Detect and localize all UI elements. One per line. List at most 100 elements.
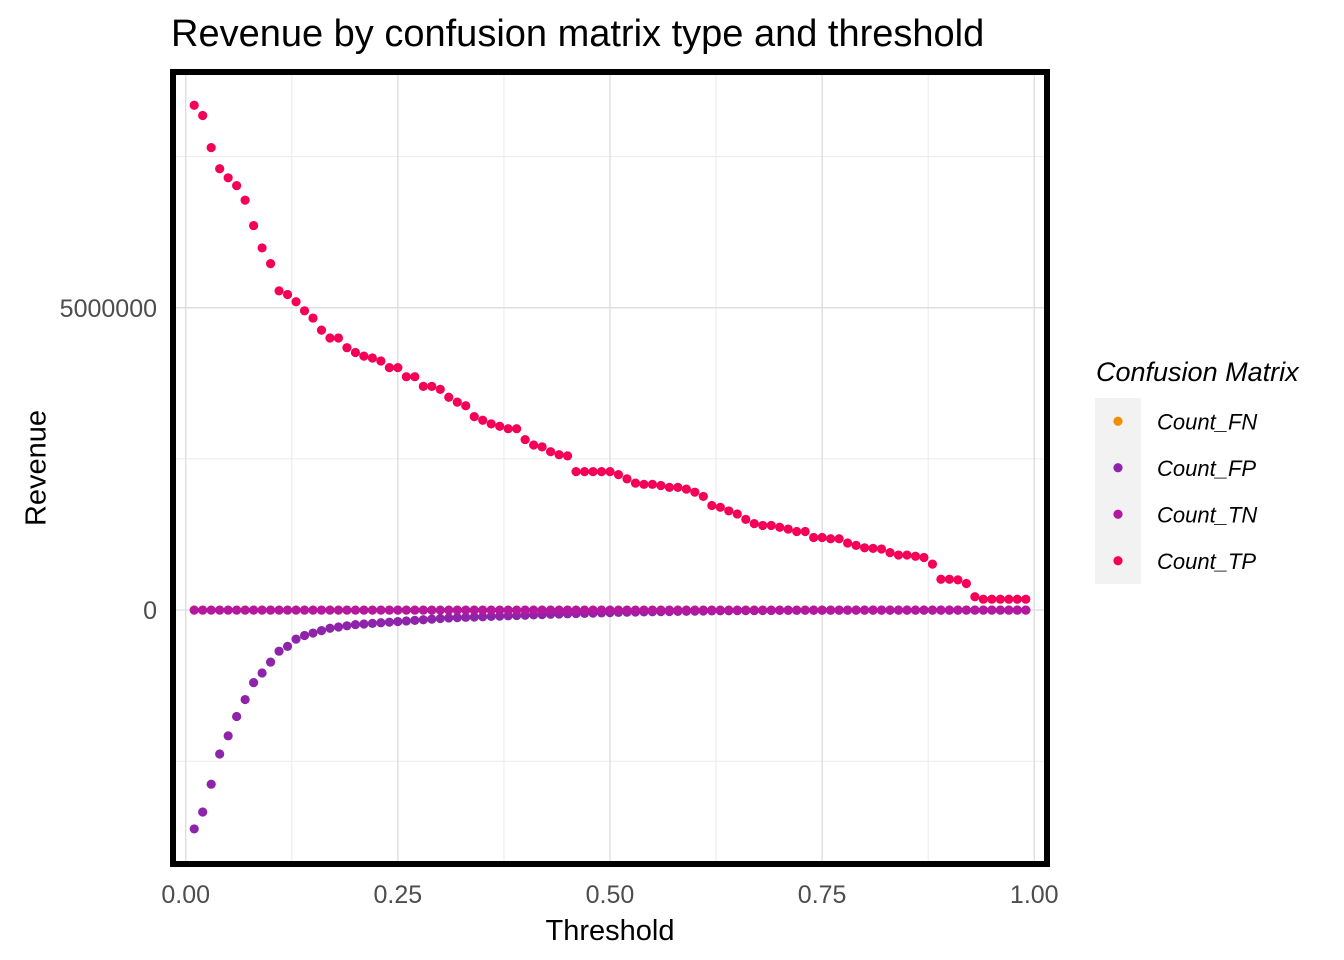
data-point: [410, 372, 420, 382]
data-point: [554, 450, 564, 460]
data-point: [198, 807, 208, 817]
data-point: [206, 605, 216, 615]
data-point: [868, 605, 878, 615]
x-tick-label: 1.00: [1010, 881, 1059, 909]
data-point: [308, 313, 318, 323]
data-point: [741, 605, 751, 615]
data-point: [724, 605, 734, 615]
data-point: [435, 605, 445, 615]
legend-item: Count_TN: [1113, 502, 1257, 527]
data-point: [749, 519, 759, 529]
data-point: [291, 605, 301, 615]
data-point: [783, 524, 793, 534]
data-point: [732, 605, 742, 615]
data-point: [333, 622, 344, 632]
data-point: [562, 605, 573, 615]
data-point: [444, 613, 454, 623]
data-point: [817, 532, 827, 543]
data-point: [274, 605, 284, 615]
data-point: [461, 612, 471, 622]
data-point: [766, 520, 776, 531]
data-point: [987, 594, 997, 604]
data-point: [529, 440, 539, 450]
data-point: [1004, 605, 1014, 615]
data-point: [673, 482, 683, 492]
data-point: [418, 605, 428, 615]
data-point: [741, 514, 751, 524]
data-point: [758, 520, 768, 531]
data-point: [851, 605, 861, 615]
data-point: [359, 605, 369, 615]
data-point: [562, 451, 573, 461]
data-point: [427, 605, 437, 615]
data-point: [579, 467, 590, 477]
data-point: [893, 605, 904, 615]
data-point: [588, 605, 598, 615]
axis-ticks: 0.00 0.25 0.50 0.75 1.00 0 5000000: [60, 295, 1059, 909]
data-point: [978, 605, 988, 615]
data-point: [656, 480, 666, 491]
data-point: [520, 434, 530, 445]
x-tick-label: 0.50: [586, 881, 635, 909]
data-point: [198, 110, 208, 121]
data-point: [350, 605, 361, 615]
legend-key: [1113, 509, 1123, 519]
data-point: [444, 605, 454, 615]
data-point: [435, 613, 445, 624]
data-point: [588, 467, 598, 477]
data-point: [944, 574, 955, 584]
data-point: [851, 540, 861, 550]
data-point: [393, 616, 403, 627]
legend-label: Count_FN: [1157, 409, 1257, 434]
data-point: [639, 479, 649, 489]
data-point: [206, 779, 216, 789]
data-point: [215, 605, 225, 615]
legend-item: Count_FP: [1113, 456, 1256, 481]
data-point: [478, 415, 488, 425]
data-point: [647, 479, 658, 489]
data-point: [376, 605, 386, 615]
data-point: [749, 605, 759, 615]
data-point: [698, 491, 708, 502]
data-point: [537, 605, 547, 615]
data-point: [978, 594, 988, 604]
data-point: [359, 351, 369, 361]
data-point: [393, 363, 403, 373]
data-point: [859, 605, 870, 615]
data-point: [1021, 594, 1031, 604]
data-point: [240, 694, 250, 705]
data-point: [495, 605, 505, 615]
data-point: [579, 605, 590, 615]
data-point: [927, 605, 938, 615]
data-point: [766, 605, 776, 615]
data-point: [698, 605, 708, 615]
data-point: [333, 333, 344, 343]
data-point: [596, 605, 607, 615]
data-point: [910, 605, 921, 615]
data-point: [961, 578, 971, 589]
data-point: [249, 605, 259, 615]
data-point: [885, 605, 895, 615]
legend-key-background: [1095, 398, 1141, 584]
data-point: [367, 618, 378, 628]
data-point: [469, 412, 479, 422]
data-point: [758, 605, 768, 615]
x-tick-label: 0.75: [798, 881, 847, 909]
data-point: [910, 551, 921, 561]
data-point: [834, 534, 844, 544]
data-point: [724, 506, 734, 516]
data-point: [656, 605, 666, 615]
data-point: [274, 646, 284, 656]
data-point: [800, 526, 810, 537]
data-point: [257, 243, 267, 253]
data-point: [809, 532, 819, 543]
data-point: [316, 605, 327, 615]
data-point: [842, 605, 853, 615]
data-point: [206, 142, 216, 153]
data-point: [486, 419, 496, 429]
legend-label: Count_TN: [1157, 502, 1257, 527]
data-point: [707, 500, 717, 511]
data-point: [384, 605, 394, 615]
data-point: [520, 605, 530, 615]
data-point: [859, 543, 870, 553]
